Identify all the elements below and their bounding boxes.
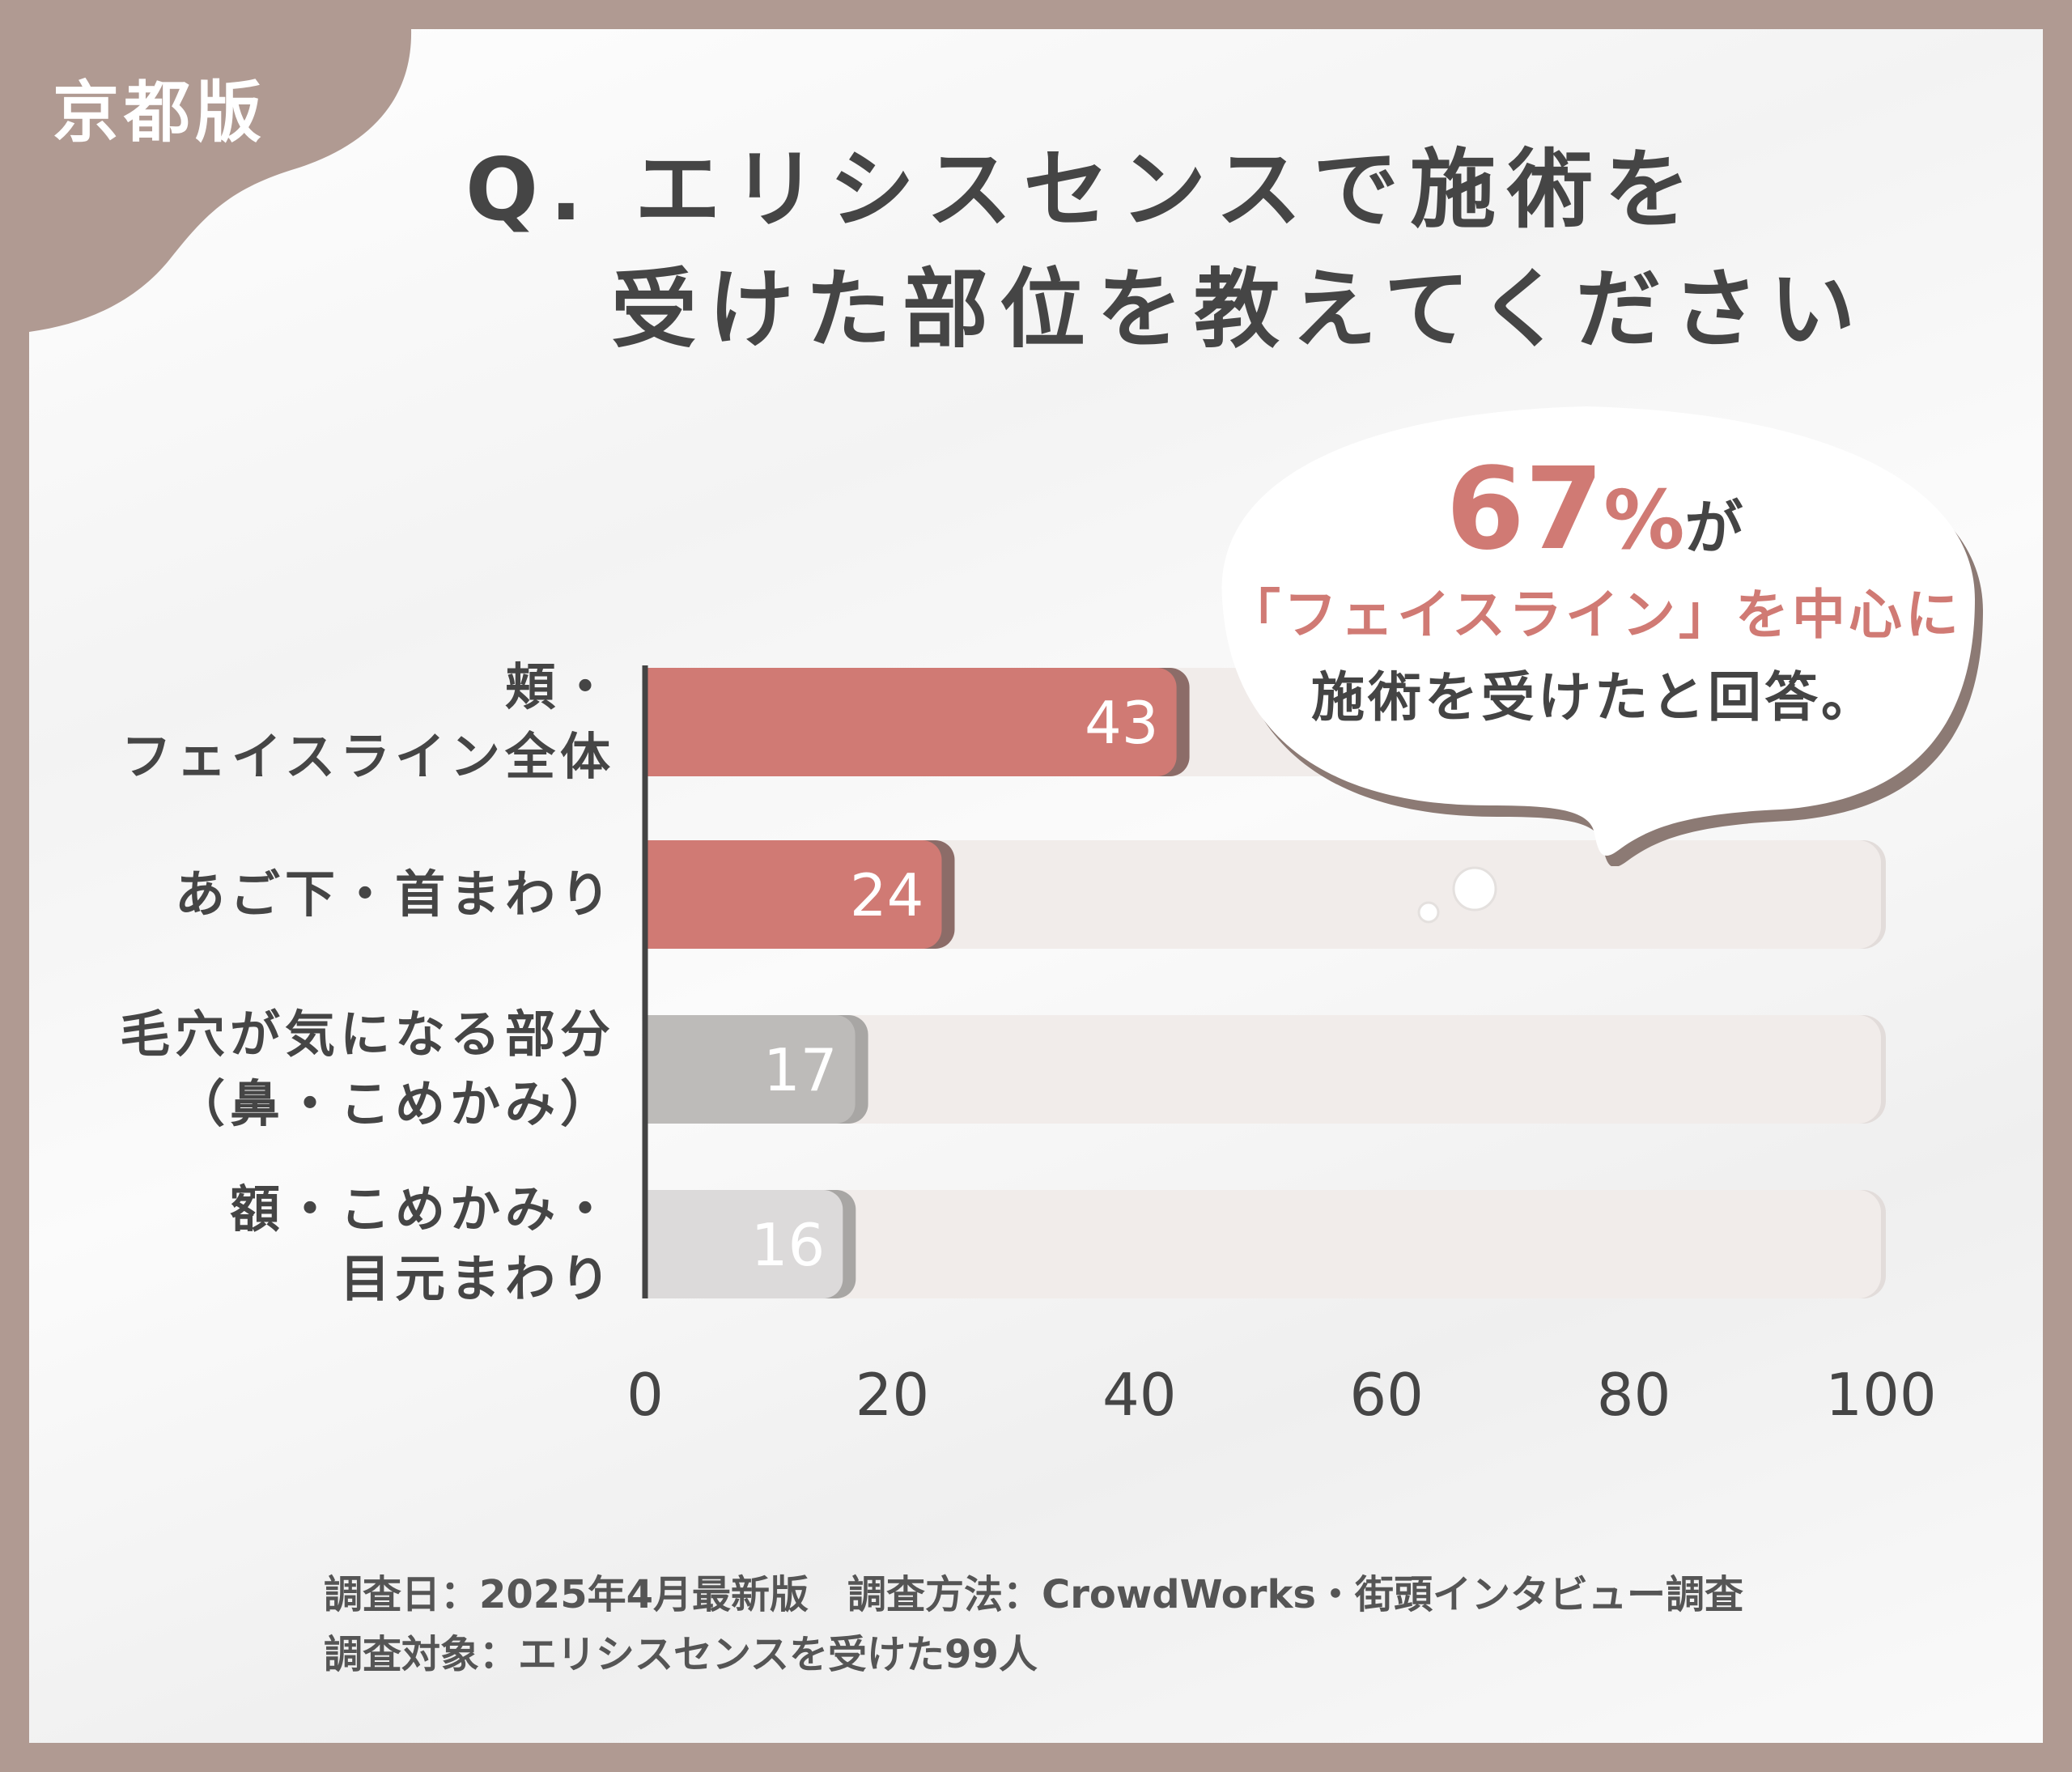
x-tick-label: 40 [1102,1361,1177,1429]
region-tag: 京都版 [53,74,267,151]
bar [645,840,942,949]
category-label: 頬・フェイスライン全体 [121,652,615,792]
bar-left-edge [645,840,669,949]
callout-percent-sign: % [1603,473,1685,567]
title-line-1: Q. エリシスセンスで施術を [465,140,1702,240]
bar [645,1190,843,1298]
bar-left-edge [645,1015,669,1124]
category-label-line: 毛穴が気になる部分 [119,1005,615,1064]
bar-track [645,1015,1881,1124]
callout-line-2: 「フェイスライン」を中心に [1226,584,1963,646]
x-tick-label: 0 [626,1361,664,1429]
callout-line-3: 施術を受けたと回答。 [1311,666,1878,729]
bar [645,668,1177,776]
data-label: 43 [1085,689,1159,757]
title-line-2: 受けた部位を教えてください [611,260,1867,359]
x-tick-label: 80 [1597,1361,1671,1429]
bar-left-edge [645,668,669,776]
category-label-line: あご下・首まわり [174,865,615,924]
category-label: あご下・首まわり [175,860,615,929]
category-label: 毛穴が気になる部分 （鼻・こめかみ） [120,1000,615,1139]
footer-survey-info: 調査日：2025年4月最新版 調査方法：CrowdWorks・街頭インタビュー調… [324,1572,1743,1617]
bar [645,1015,856,1124]
corner-tag-shape [29,29,412,332]
data-label: 17 [763,1036,838,1104]
x-tick-label: 20 [856,1361,930,1429]
x-tick-label: 100 [1825,1361,1936,1429]
footer-survey-target: 調査対象：エリシスセンスを受けた99人 [324,1632,1038,1677]
speech-bubble [1221,406,1983,866]
callout-percent: 67 [1446,444,1604,576]
category-label-line: （鼻・こめかみ） [174,1074,615,1133]
data-label: 16 [751,1211,826,1279]
callout-particle: が [1684,494,1743,562]
category-label-line: 頬・ [504,657,615,716]
callout-headline: 67%が [1198,444,1991,576]
category-label-line: 額・こめかみ・ [229,1179,615,1239]
category-label: 額・こめかみ・目元まわり [230,1175,615,1314]
bar-left-edge [645,1190,669,1298]
x-tick-label: 60 [1349,1361,1424,1429]
bar-track [645,1190,1881,1298]
category-label-line: フェイスライン全体 [121,727,615,786]
category-label-line: 目元まわり [339,1249,615,1308]
data-label: 24 [850,861,924,929]
